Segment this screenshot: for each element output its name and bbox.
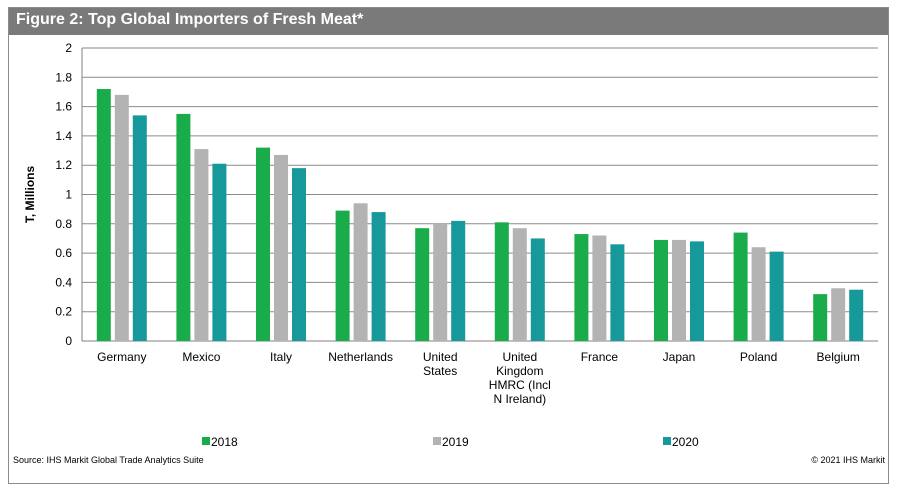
x-tick-label: HMRC (Incl [489,378,551,392]
bar-2019 [512,228,527,341]
x-tick-label: Kingdom [496,364,543,378]
y-tick-label: 0.4 [55,275,72,289]
x-tick-label: Japan [663,350,696,364]
bar-2018 [813,294,828,341]
y-tick-label: 1.4 [55,129,72,143]
bar-2020 [451,220,466,341]
x-tick-label: Belgium [817,350,860,364]
bar-2019 [353,203,368,341]
bar-2019 [194,149,209,341]
bar-2018 [733,232,748,341]
bar-2019 [592,235,607,341]
bar-2020 [292,168,306,341]
x-tick-label: Mexico [182,350,220,364]
y-tick-label: 0.2 [55,305,72,319]
bar-2018 [415,228,430,341]
bar-2020 [132,115,147,341]
y-tick-label: 2 [65,41,72,55]
legend-swatch-2019 [433,437,441,445]
y-tick-label: 0.6 [55,246,72,260]
legend-swatch-2020 [663,437,671,445]
bar-2019 [114,94,129,341]
bar-2018 [335,210,350,341]
title-bar: Figure 2: Top Global Importers of Fresh … [9,8,888,35]
bar-2020 [371,212,386,341]
y-tick-label: 1.8 [55,70,72,84]
bar-2019 [672,239,686,341]
bar-2018 [574,234,589,341]
x-tick-label: States [423,364,457,378]
legend-swatch-2018 [202,437,210,445]
bar-2020 [690,241,704,341]
copyright-note: © 2021 IHS Markit [811,455,885,465]
bar-2020 [610,244,625,341]
figure-title: Figure 2: Top Global Importers of Fresh … [16,11,364,28]
y-tick-label: 0.8 [55,217,72,231]
x-tick-label: Germany [97,350,146,364]
legend-label-2018: 2018 [211,435,238,449]
bar-2018 [654,239,668,341]
bar-2018 [494,222,509,341]
bar-2018 [176,113,191,341]
x-tick-label: France [581,350,619,364]
bar-2020 [212,163,227,341]
x-tick-label: United [423,350,458,364]
legend-label-2019: 2019 [442,435,469,449]
bar-2020 [849,289,864,341]
bar-2019 [274,154,288,341]
bar-2020 [530,238,545,341]
legend-label-2020: 2020 [672,435,699,449]
bar-2018 [256,147,270,341]
bar-2019 [433,223,448,341]
source-note: Source: IHS Markit Global Trade Analytic… [13,455,204,465]
y-tick-label: 1 [65,188,72,202]
bar-2020 [769,251,784,341]
y-tick-label: 1.6 [55,100,72,114]
x-tick-label: Netherlands [328,350,393,364]
x-tick-label: United [502,350,537,364]
x-tick-label: Italy [270,350,292,364]
y-tick-label: 1.2 [55,158,72,172]
y-tick-label: 0 [65,334,72,348]
bar-2018 [96,89,111,342]
y-axis-title: T, Millions [23,166,37,224]
x-tick-label: Poland [740,350,777,364]
bar-2019 [831,288,846,341]
x-tick-label: N Ireland) [493,392,546,406]
bar-2019 [751,247,766,341]
